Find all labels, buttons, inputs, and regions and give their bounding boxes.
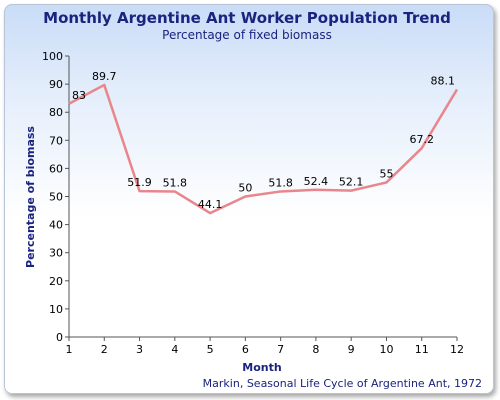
line-chart: Monthly Argentine Ant Worker Population … bbox=[24, 9, 482, 390]
x-tick-label: 9 bbox=[348, 343, 355, 356]
data-label: 52.4 bbox=[304, 175, 329, 188]
data-label: 67.2 bbox=[409, 133, 434, 146]
data-label: 83 bbox=[72, 89, 86, 102]
y-tick-label: 0 bbox=[56, 331, 63, 344]
x-tick-label: 8 bbox=[312, 343, 319, 356]
data-label: 51.8 bbox=[163, 176, 188, 189]
x-tick-label: 2 bbox=[101, 343, 108, 356]
data-label: 88.1 bbox=[431, 74, 456, 87]
x-tick-label: 5 bbox=[207, 343, 214, 356]
chart-subtitle: Percentage of fixed biomass bbox=[162, 28, 332, 42]
x-tick-label: 4 bbox=[171, 343, 178, 356]
chart-card: Monthly Argentine Ant Worker Population … bbox=[4, 4, 494, 394]
y-tick-label: 10 bbox=[49, 303, 63, 316]
y-tick-label: 30 bbox=[49, 247, 63, 260]
data-label: 51.9 bbox=[127, 176, 152, 189]
y-axis-title: Percentage of biomass bbox=[24, 126, 37, 268]
source-note: Markin, Seasonal Life Cycle of Argentine… bbox=[203, 377, 482, 390]
y-tick-label: 70 bbox=[49, 134, 63, 147]
y-tick-label: 100 bbox=[42, 50, 63, 63]
x-tick-label: 1 bbox=[66, 343, 73, 356]
data-label: 55 bbox=[379, 167, 393, 180]
data-label: 44.1 bbox=[198, 198, 223, 211]
x-tick-label: 6 bbox=[242, 343, 249, 356]
data-label: 51.8 bbox=[268, 176, 293, 189]
y-tick-label: 90 bbox=[49, 78, 63, 91]
y-tick-label: 80 bbox=[49, 106, 63, 119]
x-tick-label: 12 bbox=[450, 343, 464, 356]
y-tick-label: 60 bbox=[49, 162, 63, 175]
y-tick-label: 20 bbox=[49, 275, 63, 288]
y-tick-label: 40 bbox=[49, 219, 63, 232]
data-label: 89.7 bbox=[92, 70, 117, 83]
x-axis-title: Month bbox=[242, 361, 281, 374]
data-label: 50 bbox=[238, 182, 252, 195]
x-tick-label: 10 bbox=[379, 343, 393, 356]
chart-title: Monthly Argentine Ant Worker Population … bbox=[43, 9, 451, 27]
x-tick-label: 3 bbox=[136, 343, 143, 356]
data-label: 52.1 bbox=[339, 176, 364, 189]
x-tick-label: 11 bbox=[415, 343, 429, 356]
y-tick-label: 50 bbox=[49, 191, 63, 204]
series-line bbox=[68, 83, 459, 215]
x-tick-label: 7 bbox=[277, 343, 284, 356]
